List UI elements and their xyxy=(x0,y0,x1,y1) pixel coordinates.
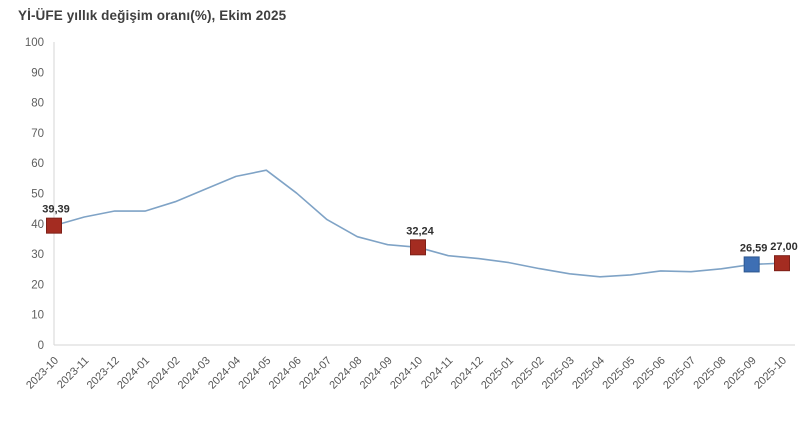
highlight-marker xyxy=(774,255,790,272)
y-tick-label: 50 xyxy=(31,189,44,201)
y-tick-label: 20 xyxy=(31,279,44,291)
x-tick-label: 2025-10 xyxy=(752,355,789,392)
highlight-markers: 39,39 32,24 26,59 27,00 xyxy=(42,204,798,273)
y-tick-label: 40 xyxy=(31,219,44,231)
x-tick-label: 2024-12 xyxy=(449,355,486,392)
y-tick-labels: 0 10 20 30 40 50 60 70 80 90 100 xyxy=(25,37,44,352)
x-tick-labels: 2023-102023-112023-122024-012024-022024-… xyxy=(24,355,789,392)
x-tick-label: 2025-01 xyxy=(479,355,516,392)
point-label: 26,59 xyxy=(740,242,768,254)
y-tick-label: 90 xyxy=(31,67,44,79)
x-tick-label: 2024-08 xyxy=(327,355,364,392)
highlight-marker xyxy=(46,217,62,234)
series-line xyxy=(53,169,783,278)
x-tick-label: 2024-09 xyxy=(358,355,395,392)
y-tick-label: 80 xyxy=(31,98,44,110)
point-label: 39,39 xyxy=(42,204,70,216)
x-tick-label: 2025-05 xyxy=(600,355,637,392)
y-tick-label: 70 xyxy=(31,128,44,140)
x-tick-label: 2025-03 xyxy=(540,355,577,392)
axes xyxy=(53,42,795,346)
x-tick-label: 2024-01 xyxy=(115,355,152,392)
y-tick-label: 60 xyxy=(31,158,44,170)
x-tick-label: 2024-05 xyxy=(236,355,273,392)
y-tick-label: 30 xyxy=(31,249,44,261)
y-tick-label: 10 xyxy=(31,310,44,322)
x-tick-label: 2024-04 xyxy=(206,355,243,392)
x-tick-label: 2024-03 xyxy=(176,355,213,392)
x-tick-label: 2024-07 xyxy=(297,355,334,392)
highlight-marker xyxy=(743,256,760,273)
x-tick-label: 2024-10 xyxy=(388,355,425,392)
highlight-marker xyxy=(410,239,426,256)
y-tick-label: 0 xyxy=(38,340,44,352)
x-tick-label: 2025-09 xyxy=(722,355,759,392)
x-tick-label: 2024-06 xyxy=(267,355,304,392)
point-label: 32,24 xyxy=(406,225,434,237)
chart-title: Yİ-ÜFE yıllık değişim oranı(%), Ekim 202… xyxy=(18,8,287,23)
x-tick-label: 2025-06 xyxy=(631,355,668,392)
x-tick-label: 2025-02 xyxy=(509,355,546,392)
x-tick-label: 2025-08 xyxy=(691,355,728,392)
point-label: 27,00 xyxy=(770,241,798,253)
y-tick-label: 100 xyxy=(25,37,44,49)
x-tick-label: 2025-07 xyxy=(661,355,698,392)
x-tick-label: 2023-12 xyxy=(85,355,122,392)
x-tick-label: 2024-02 xyxy=(145,355,182,392)
x-tick-label: 2025-04 xyxy=(570,355,607,392)
x-tick-label: 2023-10 xyxy=(24,355,61,392)
